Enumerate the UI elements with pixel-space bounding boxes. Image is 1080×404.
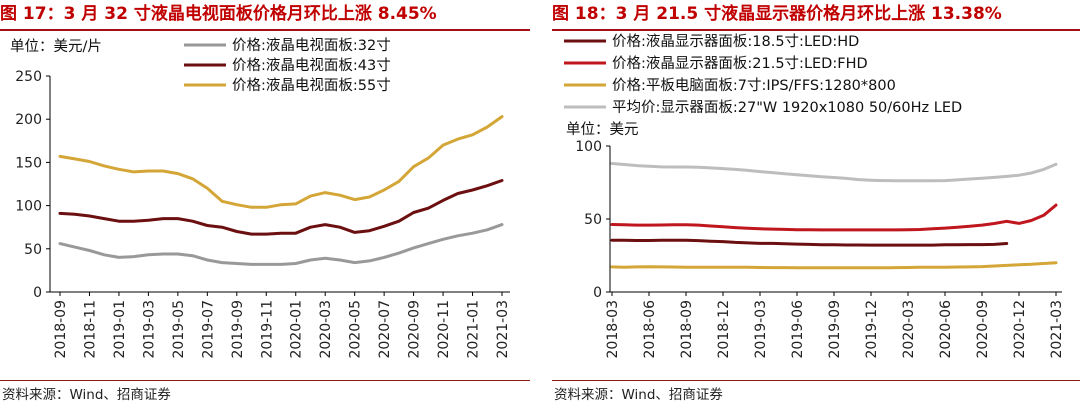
y-tick-label: 0 [33,285,42,301]
y-tick-label: 100 [575,139,602,155]
x-tick-label: 2018-09 [53,300,69,359]
x-tick-label: 2020-12 [1012,300,1028,359]
right-chart-panel: 图 18：3 月 21.5 寸液晶显示器价格月环比上涨 13.38% 0 50 10… [552,0,1080,404]
source-note: 资料来源：Wind、招商证券 [2,387,171,403]
x-tick-label: 2018-12 [716,300,732,359]
x-tick-label: 2020-03 [318,300,334,359]
x-tick-label: 2020-09 [975,300,991,359]
x-tick-label: 2020-07 [377,300,393,359]
legend-label: 价格:液晶显示器面板:21.5寸:LED:FHD [612,54,868,72]
chart-svg: 0 50 100 2018-03 2018-06 2018-09 2018-12 2019-0… [564,32,1065,359]
chart-title: 图 18：3 月 21.5 寸液晶显示器价格月环比上涨 13.38% [552,4,1002,24]
x-tick-label: 2021-01 [466,300,482,359]
series-line-3 [610,261,1058,270]
x-tick-label: 2018-11 [82,300,98,359]
x-tick-label: 2020-01 [289,300,305,359]
unit-label: 单位：美元 [566,121,639,138]
chart-svg: 0 50 100 150 200 250 2018-09 2018-11 2019-01 2019… [10,36,511,359]
x-tick-label: 2019-03 [753,300,769,359]
x-tick-label: 2018-09 [679,300,695,359]
y-tick-label: 0 [593,285,602,301]
title-rule [552,29,1080,31]
series-line-2 [58,179,504,236]
legend-label: 价格:液晶电视面板:55寸 [232,76,391,94]
x-tick-label: 2019-09 [827,300,843,359]
x-tick-label: 2019-07 [200,300,216,359]
series-line-1 [58,223,504,266]
x-tick-label: 2018-03 [605,300,621,359]
x-tick-label: 2021-03 [495,300,511,359]
legend-label: 价格:液晶显示器面板:18.5寸:LED:HD [612,32,859,50]
series-line-1 [610,238,1009,247]
chart-title: 图 17：3 月 32 寸液晶电视面板价格月环比上涨 8.45% [0,4,437,24]
x-tick-label: 2020-05 [348,300,364,359]
series-line-3 [58,115,504,209]
source-rule [0,380,530,381]
x-tick-label: 2020-06 [938,300,954,359]
legend-label: 平均价:显示器面板:27"W 1920x1080 50/60Hz LED [612,98,962,116]
x-tick-label: 2019-06 [790,300,806,359]
series-line-4 [610,162,1058,183]
source-rule [552,380,1080,381]
x-tick-label: 2020-03 [901,300,917,359]
x-tick-label: 2018-06 [642,300,658,359]
x-tick-label: 2020-09 [407,300,423,359]
y-tick-label: 250 [15,69,42,85]
y-tick-label: 100 [15,199,42,215]
series-line-2 [610,203,1058,232]
legend-label: 价格:液晶电视面板:43寸 [232,56,391,74]
y-tick-label: 200 [15,112,42,128]
y-tick-label: 150 [15,155,42,171]
x-tick-label: 2019-05 [171,300,187,359]
title-rule [0,29,530,31]
x-tick-label: 2019-01 [112,300,128,359]
x-tick-label: 2020-11 [436,300,452,359]
source-note: 资料来源：Wind、招商证券 [554,387,723,403]
x-tick-label: 2019-03 [141,300,157,359]
legend-label: 价格:平板电脑面板:7寸:IPS/FFS:1280*800 [612,76,896,94]
y-tick-label: 50 [584,212,602,228]
x-tick-label: 2019-09 [230,300,246,359]
y-tick-label: 50 [24,242,42,258]
legend-label: 价格:液晶电视面板:32寸 [232,36,391,54]
x-tick-label: 2021-03 [1049,300,1065,359]
unit-label: 单位：美元/片 [10,38,102,55]
x-tick-label: 2019-11 [259,300,275,359]
x-tick-label: 2019-12 [864,300,880,359]
left-chart-panel: 图 17：3 月 32 寸液晶电视面板价格月环比上涨 8.45% 0 50 100 1… [0,0,530,404]
